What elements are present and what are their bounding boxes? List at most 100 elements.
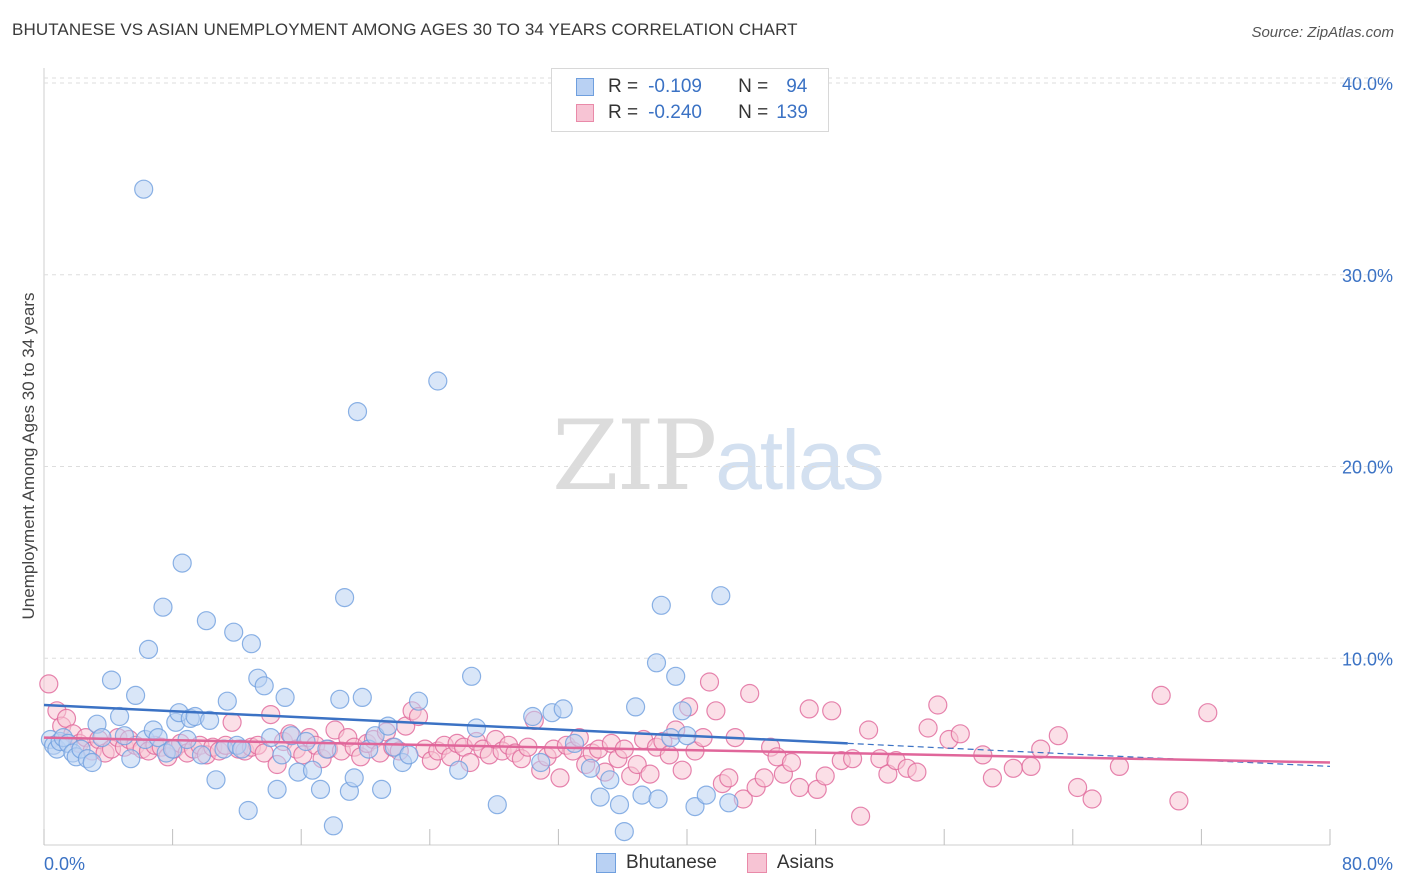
data-point-asians (1169, 791, 1189, 811)
trend-line-bhutanese-extension (847, 742, 1331, 767)
source-label: Source: ZipAtlas.com (1251, 24, 1394, 41)
y-tick-label: 30.0% (1342, 266, 1393, 286)
data-point-asians (627, 754, 647, 775)
series-label-bhutanese: Bhutanese (626, 852, 717, 873)
data-point-bhutanese (531, 752, 551, 773)
data-point-bhutanese (553, 699, 573, 719)
data-point-asians (1067, 777, 1088, 798)
data-point-bhutanese (352, 687, 372, 708)
correlation-legend: R = -0.109 N = 94 R = -0.240 N = 139 (551, 68, 829, 132)
data-point-asians (1198, 703, 1218, 723)
data-point-asians (672, 760, 692, 780)
data-point-asians (222, 712, 242, 732)
data-point-bhutanese (109, 706, 130, 727)
data-point-bhutanese (275, 687, 295, 708)
data-point-asians (1048, 726, 1068, 746)
data-point-bhutanese (600, 770, 620, 790)
data-point-bhutanese (408, 691, 429, 711)
data-point-bhutanese (148, 727, 168, 748)
legend-row-bhutanese: R = -0.109 N = 94 (576, 75, 807, 99)
data-point-bhutanese (648, 789, 668, 809)
data-point-bhutanese (302, 760, 323, 780)
data-point-bhutanese (317, 739, 337, 759)
data-point-asians (550, 768, 570, 788)
data-point-bhutanese (523, 706, 543, 727)
data-point-asians (799, 699, 819, 719)
data-point-asians (950, 724, 970, 744)
y-tick-label: 40.0% (1342, 74, 1393, 94)
data-point-bhutanese (672, 701, 692, 721)
data-point-bhutanese (323, 816, 343, 836)
data-point-asians (928, 695, 948, 715)
data-point-bhutanese (261, 727, 281, 748)
watermark: ZIPatlas (552, 400, 885, 512)
data-point-bhutanese (632, 785, 652, 805)
data-point-asians (740, 683, 760, 704)
watermark-atlas: atlas (715, 413, 884, 507)
data-point-bhutanese (241, 634, 261, 654)
legend-n-value-asians: 139 (776, 102, 808, 123)
legend-r-label: R = (608, 102, 639, 123)
data-point-bhutanese (449, 760, 469, 780)
data-point-bhutanese (344, 768, 364, 788)
data-point-bhutanese (272, 745, 292, 765)
data-point-bhutanese (347, 402, 368, 422)
data-point-bhutanese (335, 587, 355, 608)
data-point-asians (1031, 739, 1051, 759)
data-point-bhutanese (564, 733, 585, 754)
series-swatch-bhutanese (596, 853, 616, 873)
data-point-bhutanese (330, 689, 350, 709)
legend-n-label: N = (738, 76, 769, 97)
data-point-bhutanese (372, 779, 392, 800)
series-legend-asians[interactable]: Asians (746, 852, 834, 874)
data-point-asians (918, 718, 938, 738)
data-point-bhutanese (661, 727, 681, 748)
data-point-asians (39, 674, 59, 694)
data-point-bhutanese (126, 685, 146, 706)
data-point-bhutanese (172, 553, 192, 573)
data-point-bhutanese (466, 718, 486, 738)
data-point-bhutanese (101, 670, 122, 690)
data-point-bhutanese (428, 371, 448, 391)
data-point-asians (850, 806, 871, 826)
data-point-bhutanese (310, 779, 331, 800)
data-point-bhutanese (153, 597, 173, 617)
data-point-bhutanese (462, 666, 482, 686)
legend-r-value-bhutanese: -0.109 (648, 76, 702, 97)
data-point-asians (1109, 756, 1130, 777)
data-point-asians (1082, 789, 1102, 809)
data-point-bhutanese (625, 697, 646, 717)
data-point-bhutanese (646, 653, 667, 673)
data-point-asians (1021, 756, 1041, 777)
legend-r-value-asians: -0.240 (648, 102, 702, 123)
legend-swatch-bhutanese (576, 78, 594, 96)
series-swatch-asians (746, 853, 767, 873)
data-point-bhutanese (138, 639, 159, 660)
series-legend-bhutanese[interactable]: Bhutanese (596, 852, 717, 874)
y-tick-label: 10.0% (1342, 649, 1393, 669)
data-point-bhutanese (82, 752, 102, 773)
data-point-asians (706, 701, 726, 721)
chart-title: BHUTANESE VS ASIAN UNEMPLOYMENT AMONG AG… (12, 20, 798, 39)
data-point-bhutanese (267, 779, 287, 800)
data-point-bhutanese (232, 739, 252, 759)
data-point-bhutanese (651, 595, 671, 615)
legend-r-label: R = (608, 76, 639, 97)
data-point-bhutanese (609, 795, 630, 815)
data-point-bhutanese (114, 726, 135, 746)
data-point-asians (781, 752, 802, 773)
data-point-asians (699, 672, 720, 692)
y-axis-label: Unemployment Among Ages 30 to 34 years (19, 293, 38, 620)
data-point-bhutanese (121, 749, 141, 769)
data-point-asians (789, 777, 810, 798)
data-point-bhutanese (399, 745, 419, 765)
data-point-bhutanese (590, 787, 610, 807)
data-point-bhutanese (238, 800, 258, 821)
y-tick-label: 20.0% (1342, 458, 1393, 478)
trend-line-bhutanese (43, 703, 848, 745)
data-point-asians (719, 768, 739, 788)
data-point-bhutanese (719, 793, 739, 813)
trend-line-asians (43, 736, 1331, 764)
legend-n-value-bhutanese: 94 (786, 76, 808, 97)
